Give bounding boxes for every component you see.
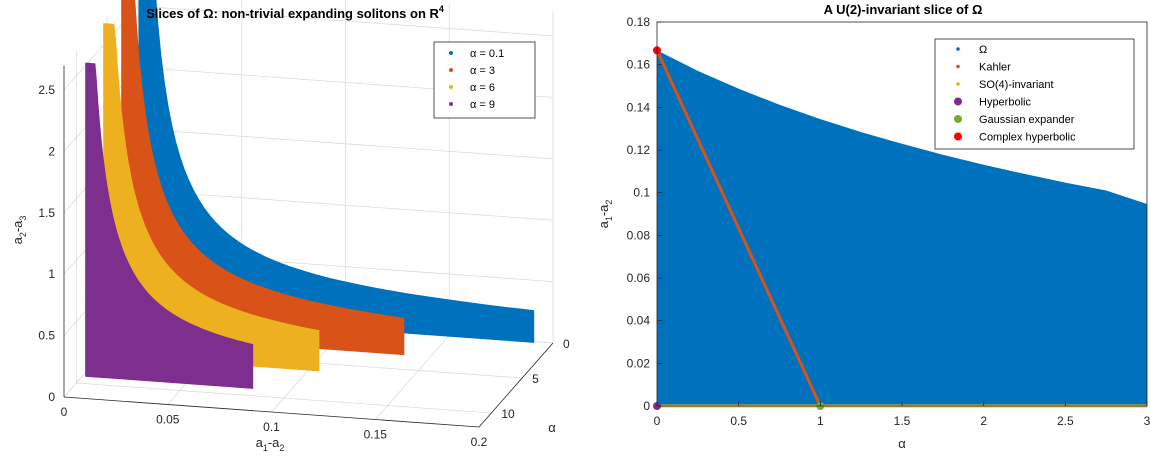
right-y-tick-label: 0.02 (627, 356, 651, 370)
right-legend-marker (956, 82, 960, 86)
right-legend-label: Complex hyperbolic (979, 132, 1076, 144)
right-ticks: 0 0.5 1 1.5 2 2.5 3 0 0.02 0.04 0.06 0.08 0.1 0.12 0.1… (627, 15, 1150, 428)
left-alpha-axis (478, 342, 554, 428)
left-y-axis-label: a2-a3 (10, 216, 28, 245)
left-alpha-tick-label: 5 (532, 372, 539, 386)
left-x-tick-label: 0.15 (364, 428, 388, 442)
right-legend-marker (956, 47, 960, 51)
right-legend-label: Ω (979, 44, 987, 56)
left-legend-label: α = 9 (470, 99, 495, 111)
left-areas (85, 0, 535, 389)
right-y-tick-label: 0.16 (627, 58, 651, 72)
right-y-tick-label: 0.18 (627, 15, 651, 29)
left-alpha-tick-label: 10 (501, 407, 515, 421)
left-y-tick-label: 1.5 (38, 206, 55, 220)
right-legend-label: Gaussian expander (979, 114, 1075, 126)
right-legend-label: Kahler (979, 62, 1011, 74)
left-area-0 (138, 0, 535, 343)
right-legend-marker (956, 64, 960, 69)
right-x-tick-label: 1 (817, 414, 824, 428)
right-chart-2d: 0 0.5 1 1.5 2 2.5 3 0 0.02 0.04 0.06 0.08 0.1 0.12 0.1… (596, 2, 1150, 451)
left-y-tick-label: 0.5 (38, 329, 55, 343)
right-y-tick-label: 0.12 (627, 143, 651, 157)
left-y-tick-label: 2.5 (38, 83, 55, 97)
left-title: Slices of Ω: non-trivial expanding solit… (146, 4, 444, 21)
left-legend-marker (449, 102, 453, 106)
left-legend-marker (449, 85, 453, 89)
right-legend-label: Hyperbolic (979, 97, 1031, 109)
line-kahler (655, 49, 822, 407)
right-legend-label: SO(4)-invariant (979, 79, 1054, 91)
left-chart-3d: 0 0.05 0.1 0.15 0.2 0 0.5 1 1.5 2 2.5 0 5 10 Slices o… (10, 0, 570, 453)
left-area-1 (121, 0, 405, 356)
left-legend-marker (449, 68, 453, 72)
right-y-tick-label: 0 (643, 399, 650, 413)
left-alpha-axis-label: α (548, 420, 556, 435)
right-y-tick-label: 0.14 (627, 100, 651, 114)
left-area-2 (103, 23, 320, 372)
left-legend-label: α = 6 (470, 82, 495, 94)
left-legend-label: α = 3 (470, 65, 495, 77)
right-y-axis-label: a1-a2 (596, 200, 614, 229)
left-area-3 (85, 62, 254, 389)
right-x-tick-label: 2 (980, 414, 987, 428)
right-legend: Ω Kahler SO(4)-invariant Hyperbolic Gaussian… (934, 38, 1135, 150)
left-y-tick-label: 1 (48, 267, 55, 281)
right-y-tick-label: 0.08 (627, 228, 651, 242)
right-y-tick-label: 0.06 (627, 271, 651, 285)
left-axes (63, 65, 554, 428)
left-legend-marker (449, 51, 453, 55)
left-x-tick-label: 0.1 (263, 420, 280, 434)
right-x-tick-label: 0.5 (730, 414, 747, 428)
right-y-tick-label: 0.1 (633, 186, 650, 200)
right-title: A U(2)-invariant slice of Ω (824, 2, 983, 17)
left-x-axis (63, 396, 480, 428)
right-x-tick-label: 2.5 (1057, 414, 1074, 428)
left-x-axis-label: a1-a2 (256, 435, 285, 453)
left-ticks: 0 0.05 0.1 0.15 0.2 0 0.5 1 1.5 2 2.5 0 5 10 (38, 83, 570, 449)
right-y-tick-label: 0.04 (627, 314, 651, 328)
left-legend: α = 0.1 α = 3 α = 6 α = 9 (433, 41, 536, 119)
right-legend-marker (954, 115, 962, 123)
right-legend-marker (954, 97, 962, 106)
right-x-tick-label: 0 (654, 414, 661, 428)
right-legend-box (934, 38, 1135, 150)
right-x-tick-label: 3 (1144, 414, 1150, 428)
left-y-tick-label: 2 (48, 144, 55, 158)
left-grid-line (76, 382, 492, 414)
left-x-tick-label: 0 (61, 405, 68, 419)
left-x-tick-label: 0.2 (471, 435, 488, 449)
left-y-tick-label: 0 (48, 390, 55, 404)
right-x-axis-label: α (898, 436, 906, 451)
left-alpha-tick-label: 0 (563, 337, 570, 351)
right-x-tick-label: 1.5 (894, 414, 911, 428)
left-legend-label: α = 0.1 (470, 48, 504, 60)
left-x-tick-label: 0.05 (156, 413, 180, 427)
right-legend-marker (954, 132, 962, 141)
